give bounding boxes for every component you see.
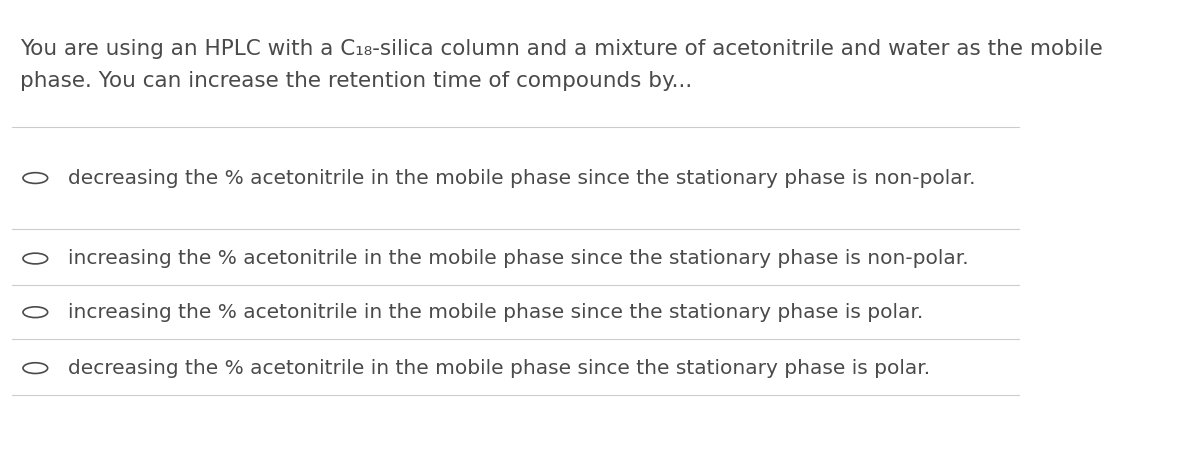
Text: decreasing the % acetonitrile in the mobile phase since the stationary phase is : decreasing the % acetonitrile in the mob… xyxy=(68,359,930,378)
Text: phase. You can increase the retention time of compounds by...: phase. You can increase the retention ti… xyxy=(20,71,692,91)
Text: You are using an HPLC with a C₁₈-silica column and a mixture of acetonitrile and: You are using an HPLC with a C₁₈-silica … xyxy=(20,40,1103,59)
Text: increasing the % acetonitrile in the mobile phase since the stationary phase is : increasing the % acetonitrile in the mob… xyxy=(68,303,924,322)
Text: decreasing the % acetonitrile in the mobile phase since the stationary phase is : decreasing the % acetonitrile in the mob… xyxy=(68,169,976,188)
Text: increasing the % acetonitrile in the mobile phase since the stationary phase is : increasing the % acetonitrile in the mob… xyxy=(68,249,968,268)
